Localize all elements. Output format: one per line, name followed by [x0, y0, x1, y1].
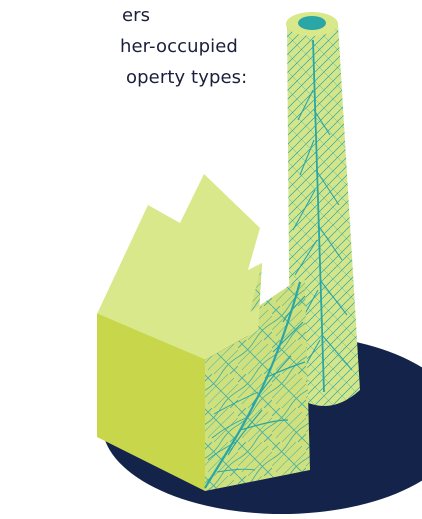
intro-text-line-1: ers [122, 5, 151, 26]
intro-text-line-3: operty types: [126, 67, 248, 88]
front-wall [97, 314, 205, 491]
roof [97, 174, 262, 360]
chimney-hole [298, 16, 326, 30]
intro-text-line-2: her-occupied [120, 36, 238, 57]
